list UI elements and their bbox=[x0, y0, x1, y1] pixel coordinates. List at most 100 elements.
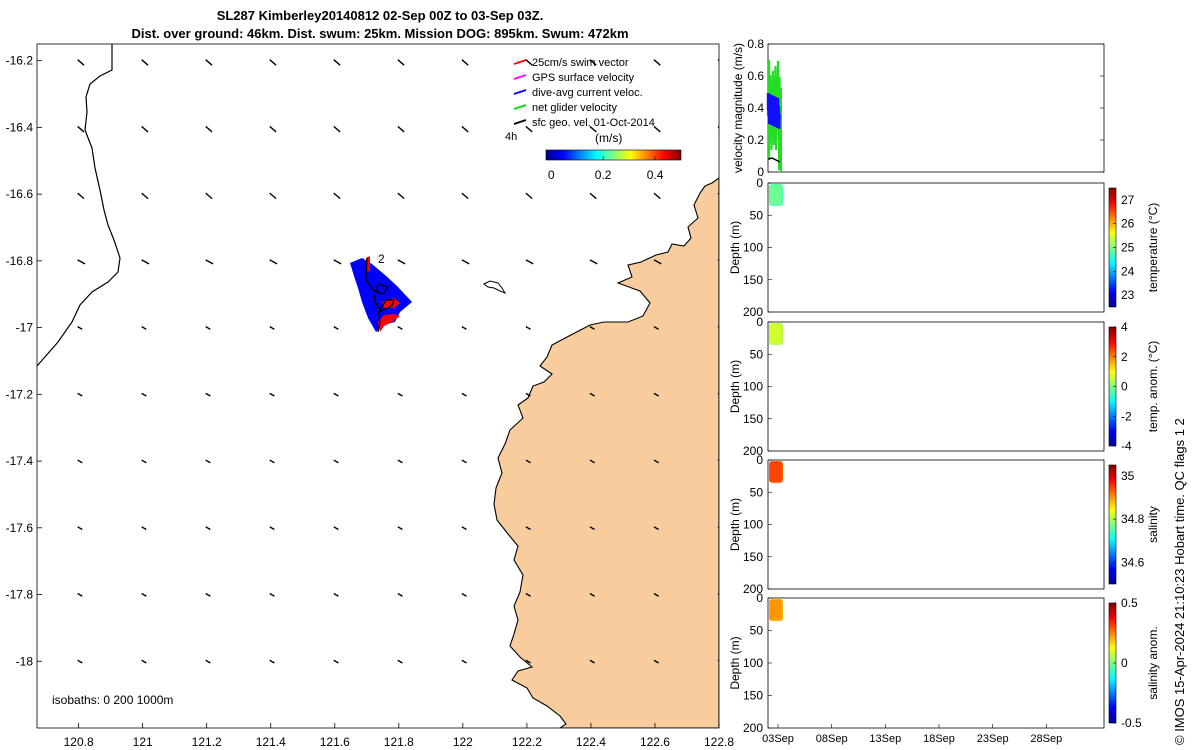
map-legend: 25cm/s swim vector GPS surface velocity di… bbox=[505, 57, 682, 182]
profile-colorbar-tick-label: 25 bbox=[1121, 241, 1135, 255]
surface-vector bbox=[461, 326, 467, 330]
surface-vector bbox=[397, 259, 406, 265]
surface-vector bbox=[205, 459, 211, 464]
surface-vector bbox=[397, 592, 403, 597]
surface-vector bbox=[333, 259, 342, 265]
panel-frame bbox=[767, 459, 1105, 590]
vel-y-tick-label: 0.6 bbox=[747, 69, 764, 83]
profile-colorbar-tick-label: 23 bbox=[1121, 288, 1135, 302]
legend-swatch bbox=[513, 74, 527, 80]
coastline-left-isobath bbox=[37, 44, 121, 367]
surface-vector bbox=[397, 526, 403, 531]
profile-colorbar-tick-label: 24 bbox=[1121, 264, 1135, 278]
surface-vector bbox=[269, 259, 278, 265]
surface-vector bbox=[333, 326, 339, 330]
surface-vector bbox=[525, 459, 531, 464]
vel-y-tick-label: 0.2 bbox=[747, 133, 764, 147]
vel-y-tick-label: 0.8 bbox=[747, 37, 764, 51]
surface-vector bbox=[77, 392, 83, 397]
surface-vector bbox=[589, 326, 595, 330]
surface-vector bbox=[589, 192, 597, 200]
surface-vector bbox=[397, 392, 403, 397]
surface-vector bbox=[333, 192, 341, 200]
surface-vector bbox=[205, 259, 214, 265]
depth-tick-label: 50 bbox=[750, 485, 764, 499]
surface-vector bbox=[333, 59, 341, 66]
map-panel: 120.8 121 121.2 121.4 121.6 121.8 122 122.2 122.… bbox=[6, 43, 734, 749]
profile-colorbar-tick-label: 35 bbox=[1121, 469, 1135, 483]
credit-text: © IMOS 15-Apr-2024 21:10:23 Hobart time.… bbox=[1172, 418, 1187, 745]
surface-vector bbox=[141, 125, 149, 133]
date-tick-label: 28Sep bbox=[1030, 733, 1062, 745]
panel-frame bbox=[767, 182, 1105, 313]
depth-tick-label: 0 bbox=[756, 591, 763, 605]
profile-colorbar-tick-label: 0 bbox=[1121, 380, 1128, 394]
depth-tick-label: 200 bbox=[743, 444, 763, 458]
map-y-tick-label: -16.4 bbox=[6, 120, 34, 134]
surface-vector bbox=[653, 326, 659, 330]
surface-vector bbox=[77, 59, 85, 66]
surface-vector bbox=[589, 526, 595, 531]
land-mass bbox=[493, 177, 719, 728]
surface-vector bbox=[461, 59, 469, 66]
surface-vector bbox=[397, 59, 405, 66]
depth-tick-label: 0 bbox=[756, 315, 763, 329]
colorbar-tick-label: 0.4 bbox=[647, 168, 664, 182]
colorbar-tick-label: 0 bbox=[548, 168, 555, 182]
date-tick-label: 23Sep bbox=[977, 733, 1009, 745]
surface-vector bbox=[461, 125, 469, 133]
surface-vector bbox=[461, 659, 467, 664]
sfc-geo-trace bbox=[767, 157, 781, 163]
profile-data-shade bbox=[770, 600, 781, 620]
surface-vector bbox=[205, 526, 211, 531]
surface-vector bbox=[205, 192, 213, 200]
map-x-tick-label: 122.8 bbox=[704, 735, 734, 749]
map-y-tick-label: -17.8 bbox=[6, 588, 34, 602]
profile-data-shade bbox=[770, 185, 781, 205]
surface-vector bbox=[653, 659, 659, 664]
surface-vector bbox=[77, 192, 85, 200]
surface-vector bbox=[525, 326, 531, 330]
surface-vector bbox=[653, 192, 661, 200]
surface-vector bbox=[461, 392, 467, 397]
profile-colorbar-tick-label: 4 bbox=[1121, 320, 1128, 334]
velocity-traces bbox=[766, 59, 782, 172]
profile-colorbar-label: salinity bbox=[1146, 506, 1160, 543]
surface-vector bbox=[397, 326, 403, 330]
surface-vector bbox=[461, 259, 470, 265]
surface-vector bbox=[397, 659, 403, 664]
legend-label: sfc geo. vel. 01-Oct-2014 bbox=[532, 117, 655, 129]
profile-colorbar-tick-label: 27 bbox=[1121, 193, 1135, 207]
surface-vector bbox=[269, 59, 277, 66]
depth-tick-label: 50 bbox=[750, 208, 764, 222]
surface-vector bbox=[77, 326, 83, 330]
profile-data-shade bbox=[770, 462, 781, 482]
surface-vector bbox=[269, 526, 275, 531]
depth-tick-label: 100 bbox=[743, 241, 763, 255]
surface-vector bbox=[141, 326, 147, 330]
depth-tick-label: 200 bbox=[743, 305, 763, 319]
profile-colorbar-label: temperature (°C) bbox=[1146, 203, 1160, 293]
map-x-tick-label: 121.8 bbox=[384, 735, 414, 749]
surface-vector bbox=[653, 392, 659, 397]
map-y-tick-label: -18 bbox=[16, 654, 34, 668]
legend-extra: 4h bbox=[505, 131, 517, 143]
surface-vector bbox=[141, 192, 149, 200]
map-x-tick-label: 120.8 bbox=[64, 735, 94, 749]
surface-vector bbox=[525, 259, 534, 265]
surface-vector bbox=[269, 392, 275, 397]
surface-vector bbox=[205, 392, 211, 397]
surface-vector bbox=[525, 659, 531, 664]
profile-colorbar-tick-label: 2 bbox=[1121, 350, 1128, 364]
panel-3: Depth (m) 0 50 100 150 200 -4 -2 0 2 4 temp. anom. … bbox=[728, 315, 1160, 458]
surface-vector bbox=[141, 392, 147, 397]
surface-vector bbox=[269, 659, 275, 664]
depth-tick-label: 0 bbox=[756, 176, 763, 190]
surface-vector bbox=[589, 592, 595, 597]
surface-current-vectors bbox=[77, 59, 719, 664]
panel-ylabel: Depth (m) bbox=[728, 636, 742, 689]
surface-vector bbox=[77, 592, 83, 597]
surface-vector bbox=[77, 526, 83, 531]
surface-vector bbox=[653, 59, 661, 66]
map-y-tick-label: -17 bbox=[16, 321, 34, 335]
